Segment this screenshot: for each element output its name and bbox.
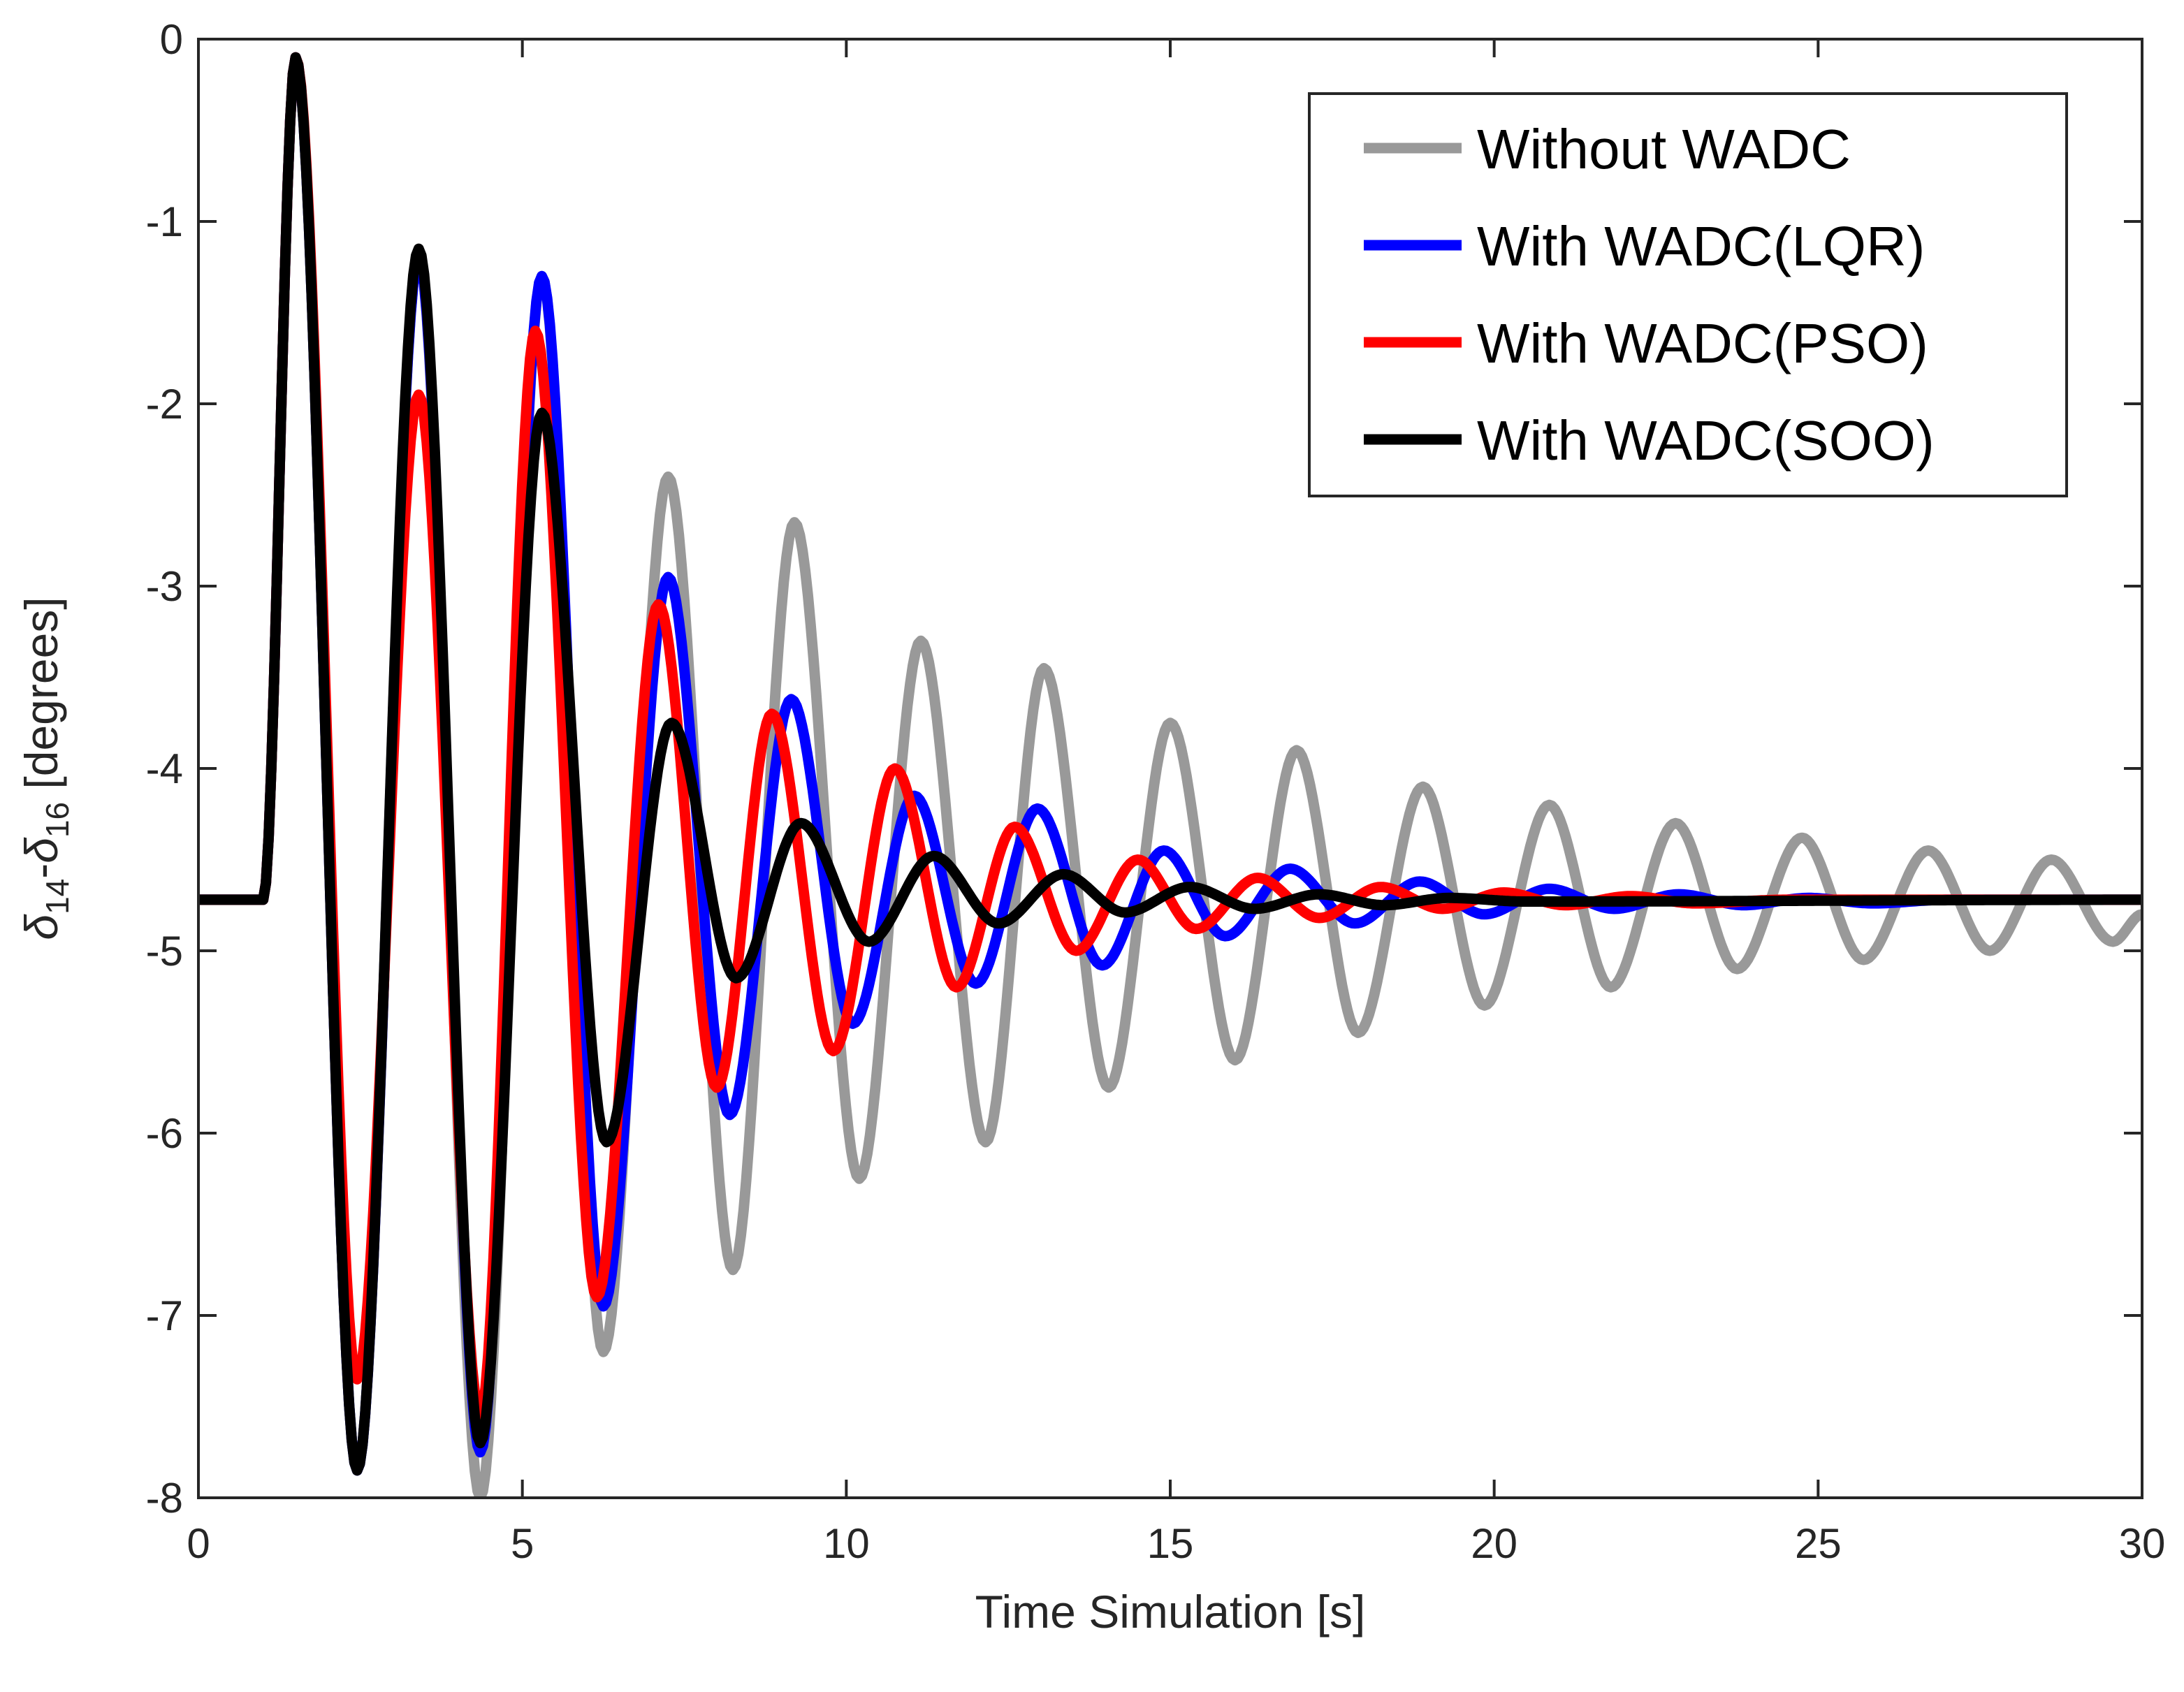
y-tick-label-0: 0 [160, 16, 183, 63]
y-label-dash: - [15, 863, 67, 879]
x-tick-label-25: 25 [1795, 1520, 1842, 1567]
x-tick-label-0: 0 [187, 1520, 210, 1567]
y-tick-label-1: -1 [146, 198, 183, 245]
x-axis-label: Time Simulation [s] [975, 1586, 1366, 1638]
legend-label-4: With WADC(SOO) [1477, 409, 1935, 472]
y-tick-label-2: -2 [146, 381, 183, 428]
x-tick-label-30: 30 [2119, 1520, 2166, 1567]
legend-label-3: With WADC(PSO) [1477, 312, 1928, 374]
y-tick-label-7: -7 [146, 1292, 183, 1339]
tick-labels-layer: 0 5 10 15 20 25 30 0 -1 -2 -3 -4 -5 -6 -7 -8 [146, 16, 2166, 1567]
y-tick-label-6: -6 [146, 1110, 183, 1157]
legend-label-2: With WADC(LQR) [1477, 215, 1925, 277]
y-label-delta-2: δ [15, 837, 67, 863]
y-tick-label-8: -8 [146, 1475, 183, 1522]
legend-items: Without WADC With WADC(LQR) With WADC(PSO)… [1364, 118, 1935, 472]
x-tick-label-5: 5 [511, 1520, 534, 1567]
y-label-delta-1: δ [15, 914, 67, 940]
y-tick-label-4: -4 [146, 745, 183, 792]
legend-label-1: Without WADC [1477, 118, 1851, 180]
y-axis-label: δ14-δ16 [degrees] [15, 597, 75, 940]
legend: Without WADC With WADC(LQR) With WADC(PSO)… [1308, 92, 2068, 497]
series-layer [198, 52, 2142, 1498]
x-tick-label-10: 10 [823, 1520, 870, 1567]
y-tick-label-5: -5 [146, 928, 183, 975]
x-tick-label-15: 15 [1147, 1520, 1194, 1567]
legend-box [1308, 92, 2068, 497]
y-tick-label-3: -3 [146, 563, 183, 610]
y-label-sub-1: 14 [39, 879, 75, 914]
ticks-layer [197, 38, 2143, 1499]
y-label-unit: [degrees] [15, 597, 67, 802]
y-label-sub-2: 16 [39, 802, 75, 838]
series-line-4 [198, 52, 2142, 1476]
x-tick-label-20: 20 [1471, 1520, 1517, 1567]
